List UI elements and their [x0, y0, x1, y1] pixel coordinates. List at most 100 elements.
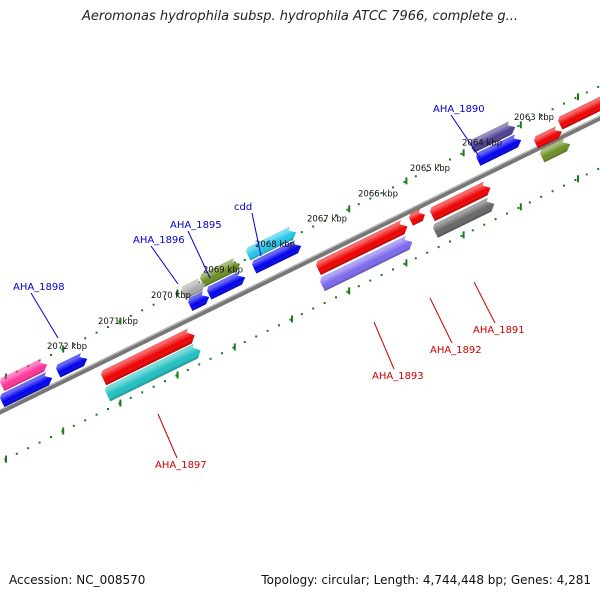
scale-dot	[335, 296, 337, 299]
scale-dot	[84, 419, 87, 422]
gene-arrow	[534, 126, 562, 149]
scale-tick-label: 2067 kbp	[307, 215, 347, 225]
gene-label-bottom: AHA_1897	[155, 460, 207, 471]
gene-top-face	[252, 240, 295, 265]
scale-dot	[323, 301, 326, 304]
gene-leader-line	[150, 245, 179, 285]
scale-dot	[152, 385, 155, 388]
scale-dot	[460, 152, 463, 155]
gene-shading	[105, 347, 201, 402]
gene-arrow	[200, 258, 241, 287]
scale-tick	[462, 231, 465, 239]
scale-tick	[5, 455, 7, 463]
gene-top-face	[409, 208, 421, 218]
scale-dot	[300, 313, 303, 316]
scale-dot	[72, 342, 75, 345]
scale-dot	[198, 363, 201, 366]
gene-top-face	[470, 121, 509, 144]
gene-shading	[252, 244, 302, 274]
scale-dot	[426, 169, 429, 172]
scale-tick-label: 2069 kbp	[203, 266, 243, 276]
scale-dot	[221, 352, 223, 355]
gene-shading	[540, 142, 571, 163]
scale-dot	[380, 274, 383, 277]
scale-dot	[164, 380, 166, 383]
scale-dot	[335, 214, 337, 217]
gene-top-face	[188, 291, 203, 302]
gene-shading	[200, 262, 241, 287]
gene-top-face	[476, 134, 515, 157]
gene-shading	[0, 376, 53, 407]
scale-tick	[348, 205, 351, 213]
scale-tick	[577, 175, 579, 183]
scale-dot	[107, 326, 109, 329]
gene-shading	[558, 100, 600, 130]
gene-shading	[101, 332, 195, 386]
gene-top-face	[320, 235, 406, 282]
gene-top-face	[246, 226, 290, 252]
gene-label-bottom: AHA_1893	[372, 371, 424, 382]
scale-tick	[577, 93, 579, 101]
scale-dot	[414, 175, 417, 178]
gene-shading	[409, 212, 425, 226]
gene-leader-line	[251, 212, 262, 257]
scale-dot	[129, 396, 132, 399]
scale-dot	[141, 309, 144, 312]
gene-top-face	[430, 181, 484, 212]
scale-dot	[517, 124, 520, 127]
scale-tick	[405, 259, 408, 267]
scale-tick	[519, 121, 522, 129]
scale-tick-label: 2066 kbp	[358, 190, 398, 200]
gene-shading	[181, 282, 206, 300]
scale-dot	[243, 259, 246, 262]
gene-arrow	[476, 134, 522, 166]
scale-tick-label: 2064 kbp	[462, 139, 502, 149]
scale-dot	[50, 354, 52, 357]
gene-arrow	[101, 328, 195, 386]
gene-arrow	[540, 138, 571, 163]
gene-label-bottom: AHA_1892	[430, 345, 482, 356]
scale-dot	[186, 368, 189, 371]
scale-dot	[141, 391, 144, 394]
scale-tick	[119, 317, 122, 325]
scale-tick	[519, 203, 522, 211]
gene-arrow	[252, 240, 302, 274]
gene-top-face	[433, 197, 488, 228]
gene-shading	[430, 185, 491, 222]
gene-shading	[316, 224, 408, 276]
scale-dot	[175, 374, 178, 377]
gene-arrow	[470, 121, 516, 153]
gene-arrow	[181, 278, 206, 300]
scale-dot	[72, 424, 75, 427]
inner-scale-track	[4, 167, 600, 463]
scale-dot	[551, 108, 554, 111]
scale-dot	[27, 447, 30, 450]
scale-dot	[585, 173, 588, 176]
gene-label-top: AHA_1895	[170, 220, 222, 231]
outer-scale-track	[4, 85, 600, 381]
scale-dot	[369, 197, 372, 200]
gene-top-face	[105, 343, 194, 391]
scale-tick	[348, 287, 351, 295]
scale-dot	[346, 290, 349, 293]
scale-dot	[95, 331, 98, 334]
gene-arrow	[558, 96, 600, 130]
scale-dot	[15, 452, 18, 455]
scale-dot	[300, 231, 303, 234]
scale-tick	[176, 289, 179, 297]
gene-arrow	[433, 197, 495, 238]
gene-shading	[56, 356, 88, 378]
scale-tick-label: 2065 kbp	[410, 164, 450, 174]
gene-top-face	[0, 358, 41, 382]
scale-dot	[403, 262, 406, 265]
scale-dot	[369, 279, 372, 282]
scale-dot	[449, 240, 451, 243]
scale-dot	[551, 190, 554, 193]
gene-arrow	[430, 181, 491, 222]
gene-arrow	[0, 372, 53, 407]
scale-tick-label: 2071 kbp	[98, 317, 138, 327]
scale-dot	[357, 285, 360, 288]
scale-tick	[119, 399, 122, 407]
scale-dot	[380, 192, 383, 195]
